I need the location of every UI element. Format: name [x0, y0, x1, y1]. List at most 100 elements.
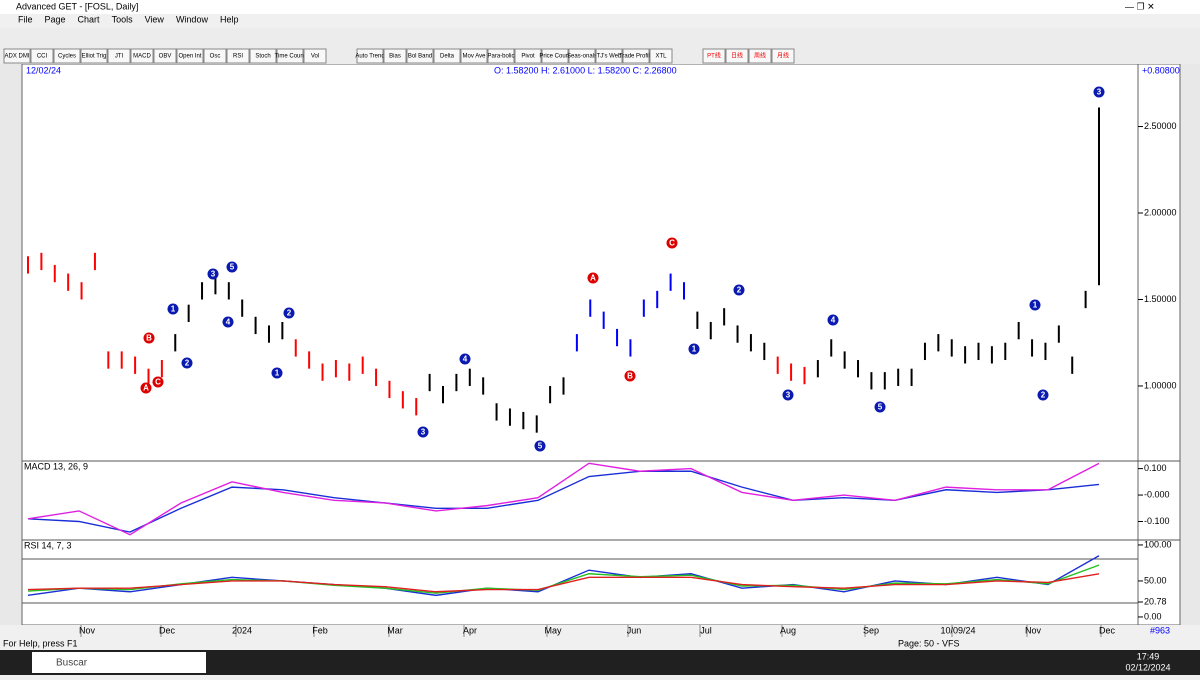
x-tick-label: Nov	[1025, 625, 1042, 635]
wave-marker	[534, 440, 546, 452]
toolbar-button[interactable]	[649, 48, 673, 64]
toolbar-button[interactable]	[433, 48, 461, 64]
x-tick-label: Sep	[863, 625, 879, 635]
toolbar-button[interactable]	[176, 48, 204, 64]
toolbar-label: Pivot	[521, 54, 535, 60]
toolbar-label: RSI	[233, 54, 243, 60]
wave-label: B	[627, 372, 633, 381]
toolbar-button[interactable]	[203, 48, 227, 64]
wave-label: 3	[211, 270, 216, 279]
y-tick-label: -0.000	[1144, 489, 1170, 499]
toolbar-label: Bol Band	[408, 54, 432, 60]
toolbar-button[interactable]	[107, 48, 131, 64]
wave-label: 1	[171, 305, 176, 314]
rsi-line	[27, 564, 1100, 594]
toolbar-button[interactable]	[130, 48, 154, 64]
menu-item[interactable]: Window	[176, 14, 209, 24]
toolbar-button[interactable]	[303, 48, 327, 64]
toolbar-button[interactable]	[514, 48, 542, 64]
x-tick-label: Feb	[312, 625, 328, 635]
chart-area	[21, 63, 1139, 626]
toolbar-button[interactable]	[153, 48, 177, 64]
x-tick-label: Jul	[700, 625, 712, 635]
wave-label: C	[669, 239, 675, 248]
menu-item[interactable]: Help	[220, 14, 239, 24]
x-axis-bar	[0, 625, 1200, 637]
macd-line	[27, 462, 1100, 536]
x-tick-label: Dec	[1099, 625, 1116, 635]
menu-item[interactable]: Tools	[112, 14, 134, 24]
toolbar-button[interactable]	[622, 48, 650, 64]
clock-date: 02/12/2024	[1125, 662, 1170, 672]
toolbar-button[interactable]	[487, 48, 515, 64]
toolbar-button[interactable]	[276, 48, 304, 64]
wave-marker	[666, 237, 678, 249]
toolbar-button[interactable]	[748, 48, 772, 64]
toolbar-button[interactable]	[226, 48, 250, 64]
toolbar-button[interactable]	[568, 48, 596, 64]
toolbar-button[interactable]	[595, 48, 623, 64]
menu-item[interactable]: Page	[45, 14, 66, 24]
wave-marker	[140, 382, 152, 394]
menu-item[interactable]: Chart	[78, 14, 101, 24]
toolbar-button[interactable]	[356, 48, 384, 64]
toolbar-button[interactable]	[30, 48, 54, 64]
toolbar-label: PT线	[707, 52, 721, 60]
toolbar-button[interactable]	[249, 48, 277, 64]
wave-label: 4	[463, 355, 468, 364]
toolbar-label: Osc	[210, 54, 221, 60]
y-tick-label: -0.100	[1144, 516, 1170, 526]
toolbar-button[interactable]	[771, 48, 795, 64]
toolbar-label: Elliot Trig	[82, 54, 107, 60]
x-tick-label: Nov	[79, 625, 96, 635]
window-title: Advanced GET - [FOSL, Daily]	[16, 1, 138, 11]
toolbar-button[interactable]	[460, 48, 488, 64]
wave-label: 1	[275, 369, 280, 378]
search-box[interactable]	[32, 652, 206, 673]
wave-label: 2	[185, 359, 190, 368]
toolbar-label: Stoch	[255, 54, 270, 60]
right-toolbar	[1180, 64, 1200, 625]
menu-item[interactable]: File	[18, 14, 33, 24]
rsi-line	[27, 573, 1100, 593]
wave-marker	[1029, 299, 1041, 311]
wave-marker	[143, 332, 155, 344]
clock-time: 17:49	[1137, 651, 1160, 661]
wave-marker	[624, 370, 636, 382]
change: +0.80800	[1142, 65, 1180, 75]
macd-line	[27, 470, 1100, 533]
toolbar-button[interactable]	[53, 48, 81, 64]
ohlc: O: 1.58200 H: 2.61000 L: 1.58200 C: 2.26…	[494, 65, 677, 75]
wave-marker	[587, 272, 599, 284]
wave-marker	[283, 307, 295, 319]
window-controls[interactable]: — ❐ ✕	[1125, 1, 1155, 11]
toolbar-button[interactable]	[3, 48, 31, 64]
toolbar-button[interactable]	[406, 48, 434, 64]
chart-date: 12/02/24	[26, 65, 61, 75]
wave-label: B	[146, 334, 152, 343]
wave-marker	[1093, 86, 1105, 98]
x-tick-label: 2024	[232, 625, 252, 635]
x-tick-label: Aug	[780, 625, 796, 635]
toolbar-button[interactable]	[80, 48, 108, 64]
y-tick-label: 2.00000	[1144, 207, 1177, 217]
status-help: For Help, press F1	[3, 638, 78, 648]
y-tick-label: 100.00	[1144, 539, 1172, 549]
toolbar-label: Time Count	[275, 54, 306, 60]
wave-marker	[417, 426, 429, 438]
toolbar-button[interactable]	[383, 48, 407, 64]
toolbar-label: MACD	[133, 54, 151, 60]
wave-marker	[459, 353, 471, 365]
x-tick-label: Jun	[627, 625, 642, 635]
toolbar-label: Open Int	[178, 54, 201, 60]
toolbar-label: Cycles	[58, 54, 76, 60]
wave-label: C	[155, 378, 161, 387]
menu-item[interactable]: View	[145, 14, 165, 24]
wave-marker	[688, 343, 700, 355]
toolbar-button[interactable]	[725, 48, 749, 64]
status-page: Page: 50 - VFS	[898, 638, 960, 648]
wave-marker	[271, 367, 283, 379]
toolbar-button[interactable]	[541, 48, 569, 64]
toolbar-button[interactable]	[702, 48, 726, 64]
